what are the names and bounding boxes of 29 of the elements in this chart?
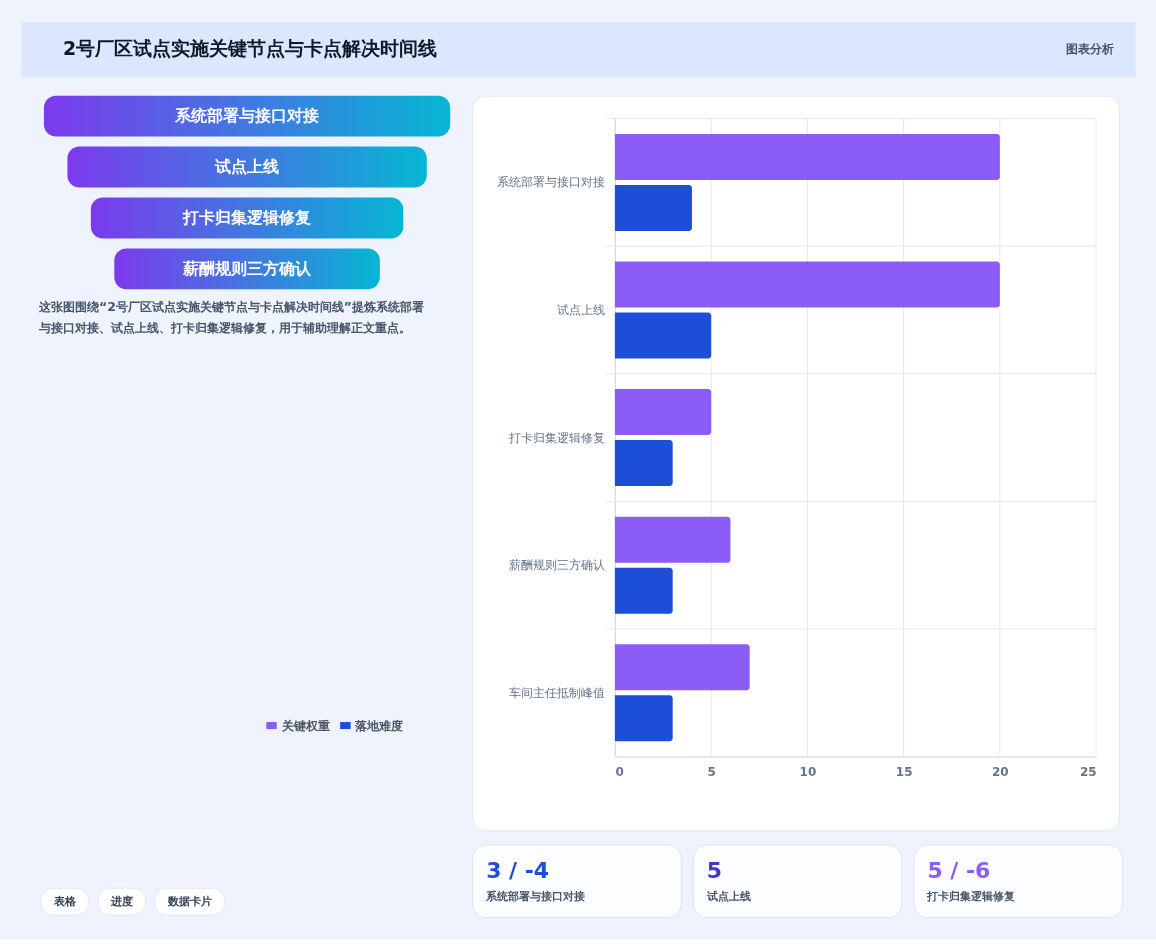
legend-label: 落地难度 — [354, 718, 404, 733]
text: 这张图围绕“2号厂区试点实施关键节点与卡点解决时间线”提炼系统部署与接口对接、试点上线、打卡归集逻辑修复，用于辅助理解正文重点。 — [37, 299, 425, 336]
y-tick-label: 打卡归集逻辑修复 — [508, 430, 606, 445]
y-tick-label: 车间主任抵制峰值 — [509, 685, 606, 700]
y-tick-label: 薪酬规则三方确认 — [509, 558, 606, 573]
text: 打卡归集逻辑修复 — [926, 890, 1016, 904]
x-tick-label: 25 — [1079, 764, 1097, 779]
category-label: 试点上线 — [214, 157, 280, 177]
category-label: 打卡归集逻辑修复 — [182, 207, 312, 227]
text: 试点上线 — [705, 890, 751, 904]
text: 数据卡片 — [166, 894, 212, 908]
x-tick-label: 20 — [992, 764, 1009, 779]
y-tick-label: 试点上线 — [557, 302, 606, 317]
text: 进度 — [109, 894, 133, 908]
x-tick-label: 15 — [895, 764, 913, 779]
text: 表格 — [52, 894, 77, 908]
text: 2号厂区试点实施关键节点与卡点解决时间线 — [62, 37, 438, 60]
text: 图表分析 — [1066, 41, 1115, 57]
y-tick-label: 系统部署与接口对接 — [497, 175, 606, 190]
text: 5 / -6 — [927, 858, 991, 884]
legend-label: 关键权重 — [280, 718, 330, 733]
category-label: 薪酬规则三方确认 — [182, 258, 313, 278]
x-tick-label: 10 — [799, 764, 817, 779]
text: 3 / -4 — [486, 858, 550, 884]
category-label: 系统部署与接口对接 — [174, 106, 320, 126]
x-tick-label: 5 — [707, 764, 716, 779]
text: 系统部署与接口对接 — [485, 890, 586, 904]
x-tick-label: 0 — [615, 764, 624, 779]
text: 5 — [706, 858, 723, 884]
